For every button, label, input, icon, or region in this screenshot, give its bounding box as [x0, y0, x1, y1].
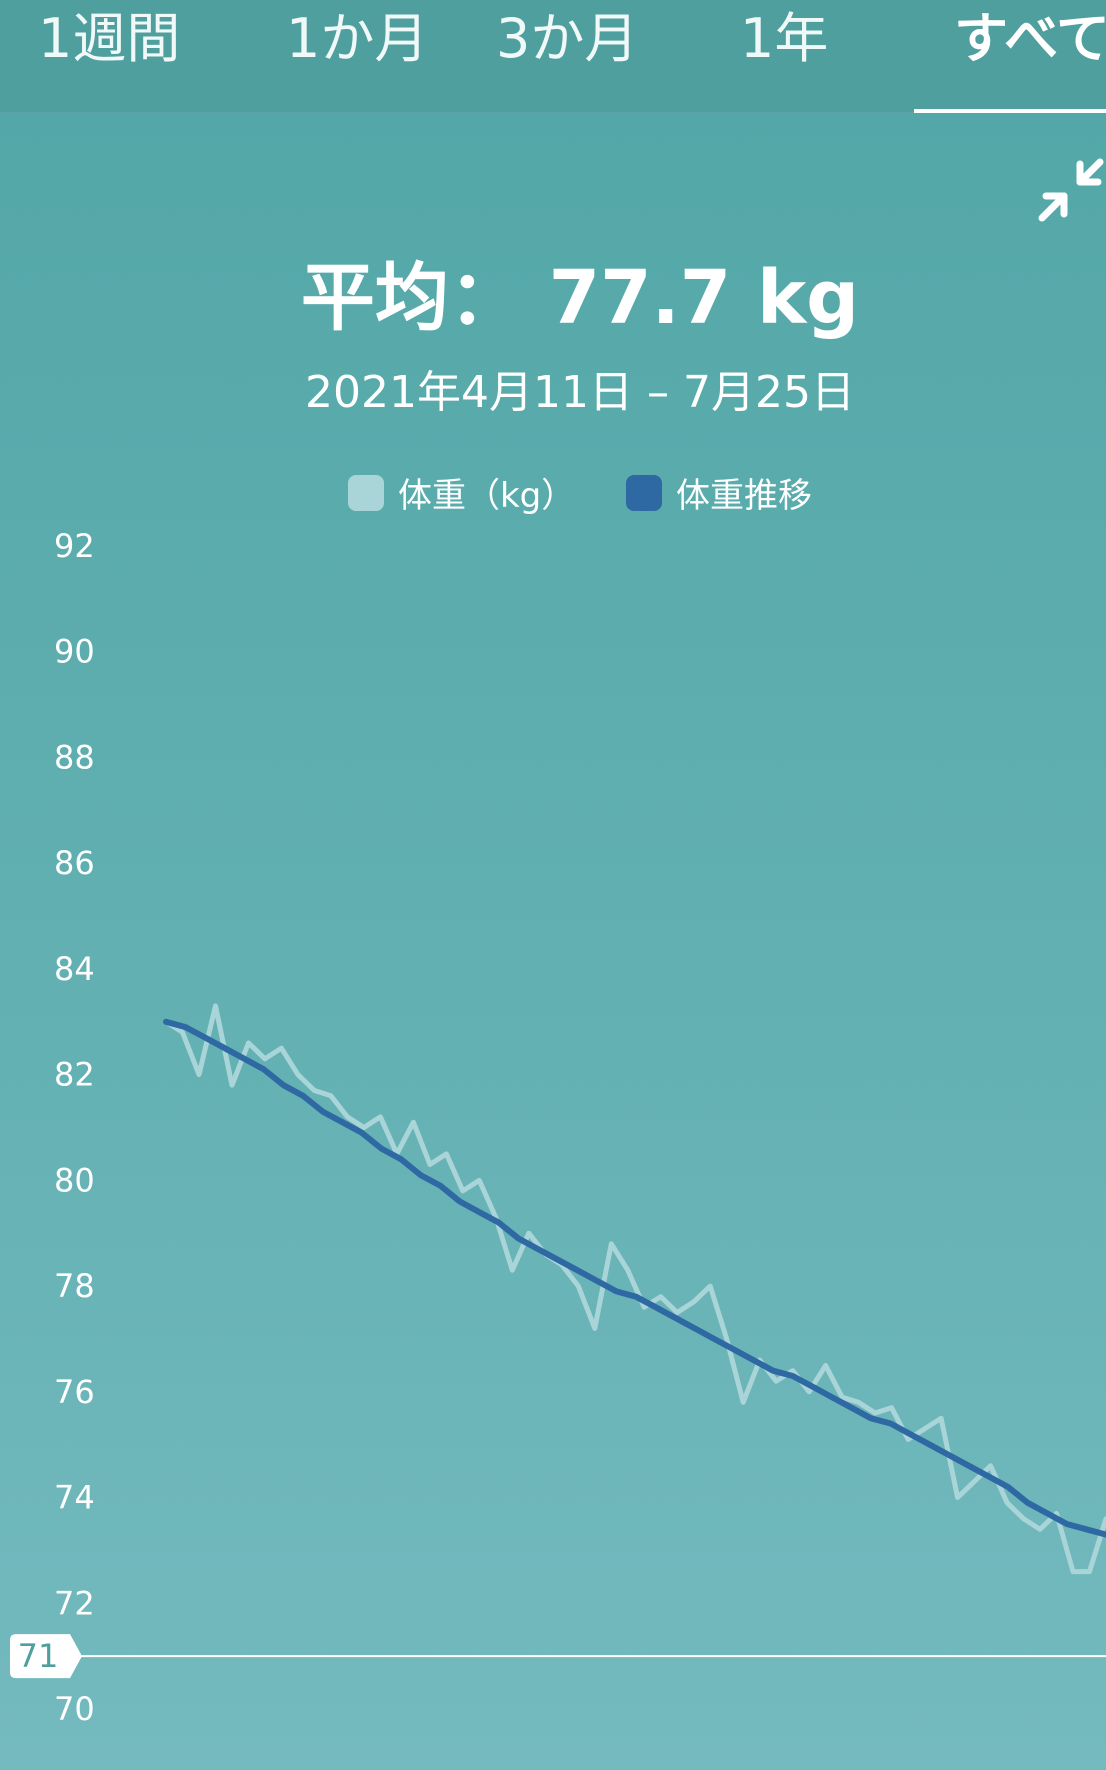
goal-tag[interactable] [10, 1634, 82, 1679]
y-tick-label: 70 [54, 1690, 95, 1728]
active-tab-indicator [914, 109, 1106, 113]
y-tick-label: 82 [54, 1056, 95, 1094]
y-tick-label: 92 [54, 527, 95, 565]
legend-label-weight: 体重（kg） [397, 476, 576, 516]
goal-label: 71 [18, 1637, 59, 1675]
tab-1-month[interactable]: 1か月 [286, 7, 429, 70]
legend-swatch-weight [347, 474, 384, 511]
y-tick-label: 76 [54, 1373, 95, 1411]
legend-item-trend[interactable]: 体重推移 [626, 468, 812, 517]
y-axis: 92 90 88 86 84 82 80 78 76 74 72 70 [54, 527, 95, 1728]
chart-title: 平均： 77.7 kg [300, 255, 860, 341]
tab-1-year[interactable]: 1年 [740, 7, 829, 70]
tab-3-months[interactable]: 3か月 [496, 7, 639, 70]
tab-1-week[interactable]: 1週間 [38, 7, 181, 70]
weight-series-line [163, 1003, 1106, 1575]
chart-legend: 体重（kg） 体重推移 [0, 468, 1106, 520]
y-tick-label: 78 [54, 1267, 95, 1305]
y-tick-label: 74 [54, 1479, 95, 1517]
y-tick-label: 72 [54, 1584, 95, 1622]
y-tick-label: 86 [54, 844, 95, 882]
y-tick-label: 84 [54, 950, 95, 988]
y-tick-label: 88 [54, 738, 95, 776]
trend-series-line [163, 1018, 1106, 1538]
y-tick-label: 80 [54, 1161, 95, 1199]
goal-marker: 71 [10, 1634, 1106, 1679]
y-tick-label: 90 [54, 633, 95, 671]
tab-all[interactable]: すべて [954, 7, 1106, 70]
collapse-arrows-icon[interactable] [1036, 156, 1106, 226]
legend-label-trend: 体重推移 [676, 476, 813, 516]
series-lines [163, 1003, 1106, 1575]
range-tab-bar: 1週間 1か月 3か月 1年 すべて [0, 0, 1106, 113]
legend-item-weight[interactable]: 体重（kg） [347, 468, 576, 517]
legend-swatch-trend [626, 474, 663, 511]
date-range: 2021年4月11日 – 7月25日 [305, 367, 855, 418]
